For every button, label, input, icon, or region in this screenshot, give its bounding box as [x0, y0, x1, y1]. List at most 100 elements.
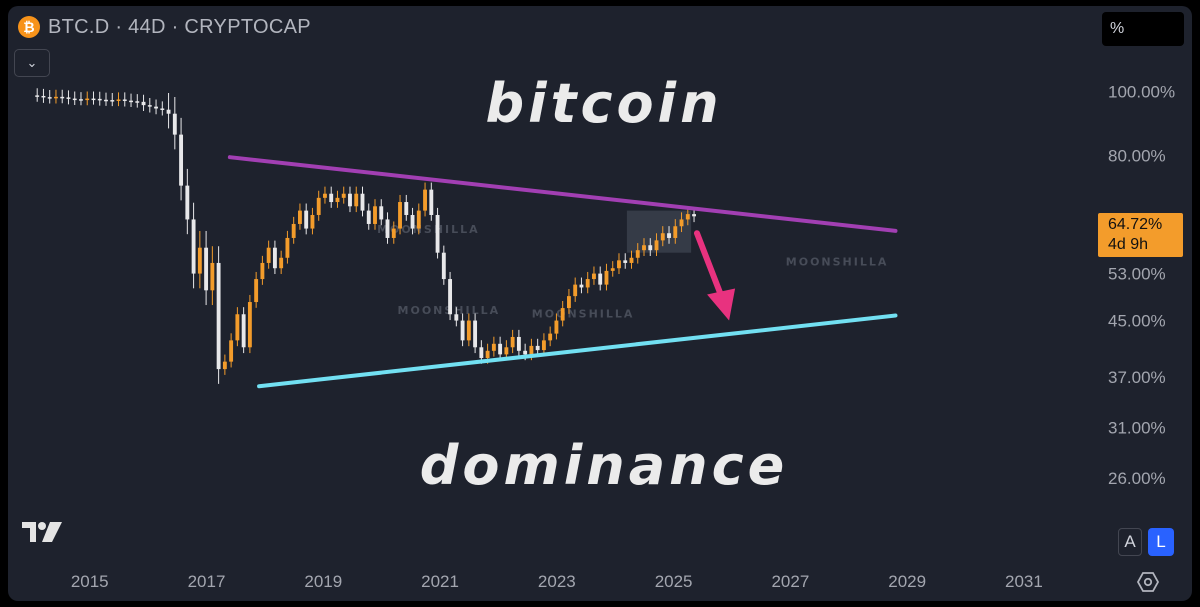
candle-body: [272, 247, 277, 269]
candle-body: [216, 262, 221, 370]
bitcoin-logo-icon: ₿: [18, 16, 40, 38]
log-scale-button[interactable]: L: [1148, 528, 1174, 556]
candle-body: [285, 237, 290, 258]
candle-body: [685, 214, 690, 220]
candle-body: [66, 97, 71, 99]
candle-body: [485, 350, 490, 358]
unit-label: %: [1110, 20, 1125, 37]
x-tick-label: 2017: [188, 572, 226, 591]
candle-body: [204, 247, 209, 291]
candle-body: [229, 340, 234, 362]
candle-body: [304, 210, 309, 229]
candle-body: [47, 97, 52, 99]
candle-body: [129, 100, 133, 103]
chart-header: ₿ BTC.D · 44D · CRYPTOCAP: [18, 14, 311, 40]
y-tick-label: 37.00%: [1108, 368, 1166, 387]
candle-body: [579, 284, 584, 288]
candle-body: [429, 189, 434, 215]
x-tick-label: 2031: [1005, 572, 1043, 591]
candle-body: [529, 345, 534, 355]
candle-body: [360, 193, 365, 211]
candle-body: [510, 336, 515, 348]
x-tick-label: 2021: [421, 572, 459, 591]
candle-body: [516, 336, 521, 351]
projection-arrow-shaft: [693, 230, 727, 304]
candle-body: [629, 257, 634, 263]
candle-body: [235, 314, 240, 341]
y-tick-label: 31.00%: [1108, 419, 1166, 438]
candle-body: [323, 193, 327, 198]
candle-body: [135, 101, 140, 103]
candle-body: [366, 210, 371, 224]
candle-body: [504, 347, 509, 355]
projection-arrow-head: [707, 288, 736, 321]
candle-body: [335, 197, 340, 203]
candle-body: [466, 320, 471, 341]
auto-scale-button[interactable]: A: [1118, 528, 1142, 556]
tradingview-logo-icon[interactable]: [20, 518, 66, 544]
candle-body: [291, 223, 296, 238]
candle-body: [554, 320, 559, 334]
candle-body: [560, 308, 565, 321]
candle-body: [97, 98, 102, 101]
candle-body: [154, 106, 158, 109]
chart-frame: MOONSHILLA MOONSHILLA MOONSHILLA MOONSHILLA…: [8, 6, 1192, 601]
candle-body: [642, 245, 646, 251]
candle-body: [410, 214, 415, 229]
x-tick-label: 2023: [538, 572, 576, 591]
candle-body: [423, 189, 427, 211]
candle-body: [604, 270, 609, 285]
candle-body: [297, 210, 302, 224]
candle-body: [654, 240, 659, 251]
watermark-stamp: MOONSHILLA: [398, 304, 501, 317]
collapse-legend-button[interactable]: ⌄: [14, 49, 50, 77]
candle-body: [479, 347, 484, 358]
candle-body: [592, 273, 596, 280]
candle-body: [122, 99, 127, 101]
candle-body: [91, 98, 96, 101]
x-tick-label: 2019: [304, 572, 342, 591]
unit-label-box: %: [1102, 12, 1184, 46]
candle-body: [172, 113, 177, 135]
candle-body: [141, 101, 146, 106]
candle-body: [416, 210, 421, 229]
candle-body: [391, 228, 396, 238]
candle-body: [623, 260, 628, 263]
candle-body: [60, 96, 65, 99]
settings-icon[interactable]: [1136, 570, 1160, 594]
candle-body: [254, 279, 259, 303]
current-price-label: 64.72% 4d 9h: [1098, 213, 1183, 257]
candle-body: [385, 219, 390, 238]
candle-body: [147, 105, 152, 107]
symbol-label[interactable]: BTC.D · 44D · CRYPTOCAP: [48, 15, 311, 38]
candle-body: [166, 109, 171, 114]
candle-body: [473, 320, 478, 348]
candle-body: [454, 314, 459, 321]
candle-body: [72, 98, 77, 101]
y-tick-label: 100.00%: [1108, 82, 1175, 101]
y-tick-label: 80.00%: [1108, 146, 1166, 165]
candle-body: [679, 219, 684, 227]
candle-body: [573, 284, 578, 297]
candle-body: [398, 202, 402, 229]
candle-body: [197, 247, 202, 274]
candle-body: [635, 250, 640, 258]
bar-countdown: 4d 9h: [1108, 236, 1149, 253]
candle-body: [585, 279, 590, 288]
candle-body: [673, 226, 678, 238]
candle-body: [491, 343, 496, 351]
candle-body: [79, 99, 83, 101]
x-tick-label: 2027: [771, 572, 809, 591]
price-chart[interactable]: MOONSHILLA MOONSHILLA MOONSHILLA MOONSHILLA…: [8, 6, 1192, 601]
watermark-stamp: MOONSHILLA: [786, 256, 889, 269]
candle-body: [692, 214, 696, 217]
candle-body: [667, 233, 671, 238]
upper-trendline: [227, 155, 898, 233]
candle-body: [116, 99, 121, 101]
candle-body: [660, 233, 665, 241]
candle-body: [379, 206, 384, 220]
candle-body: [354, 193, 359, 207]
candle-body: [535, 345, 540, 351]
candle-body: [160, 108, 165, 110]
candle-body: [241, 314, 246, 348]
